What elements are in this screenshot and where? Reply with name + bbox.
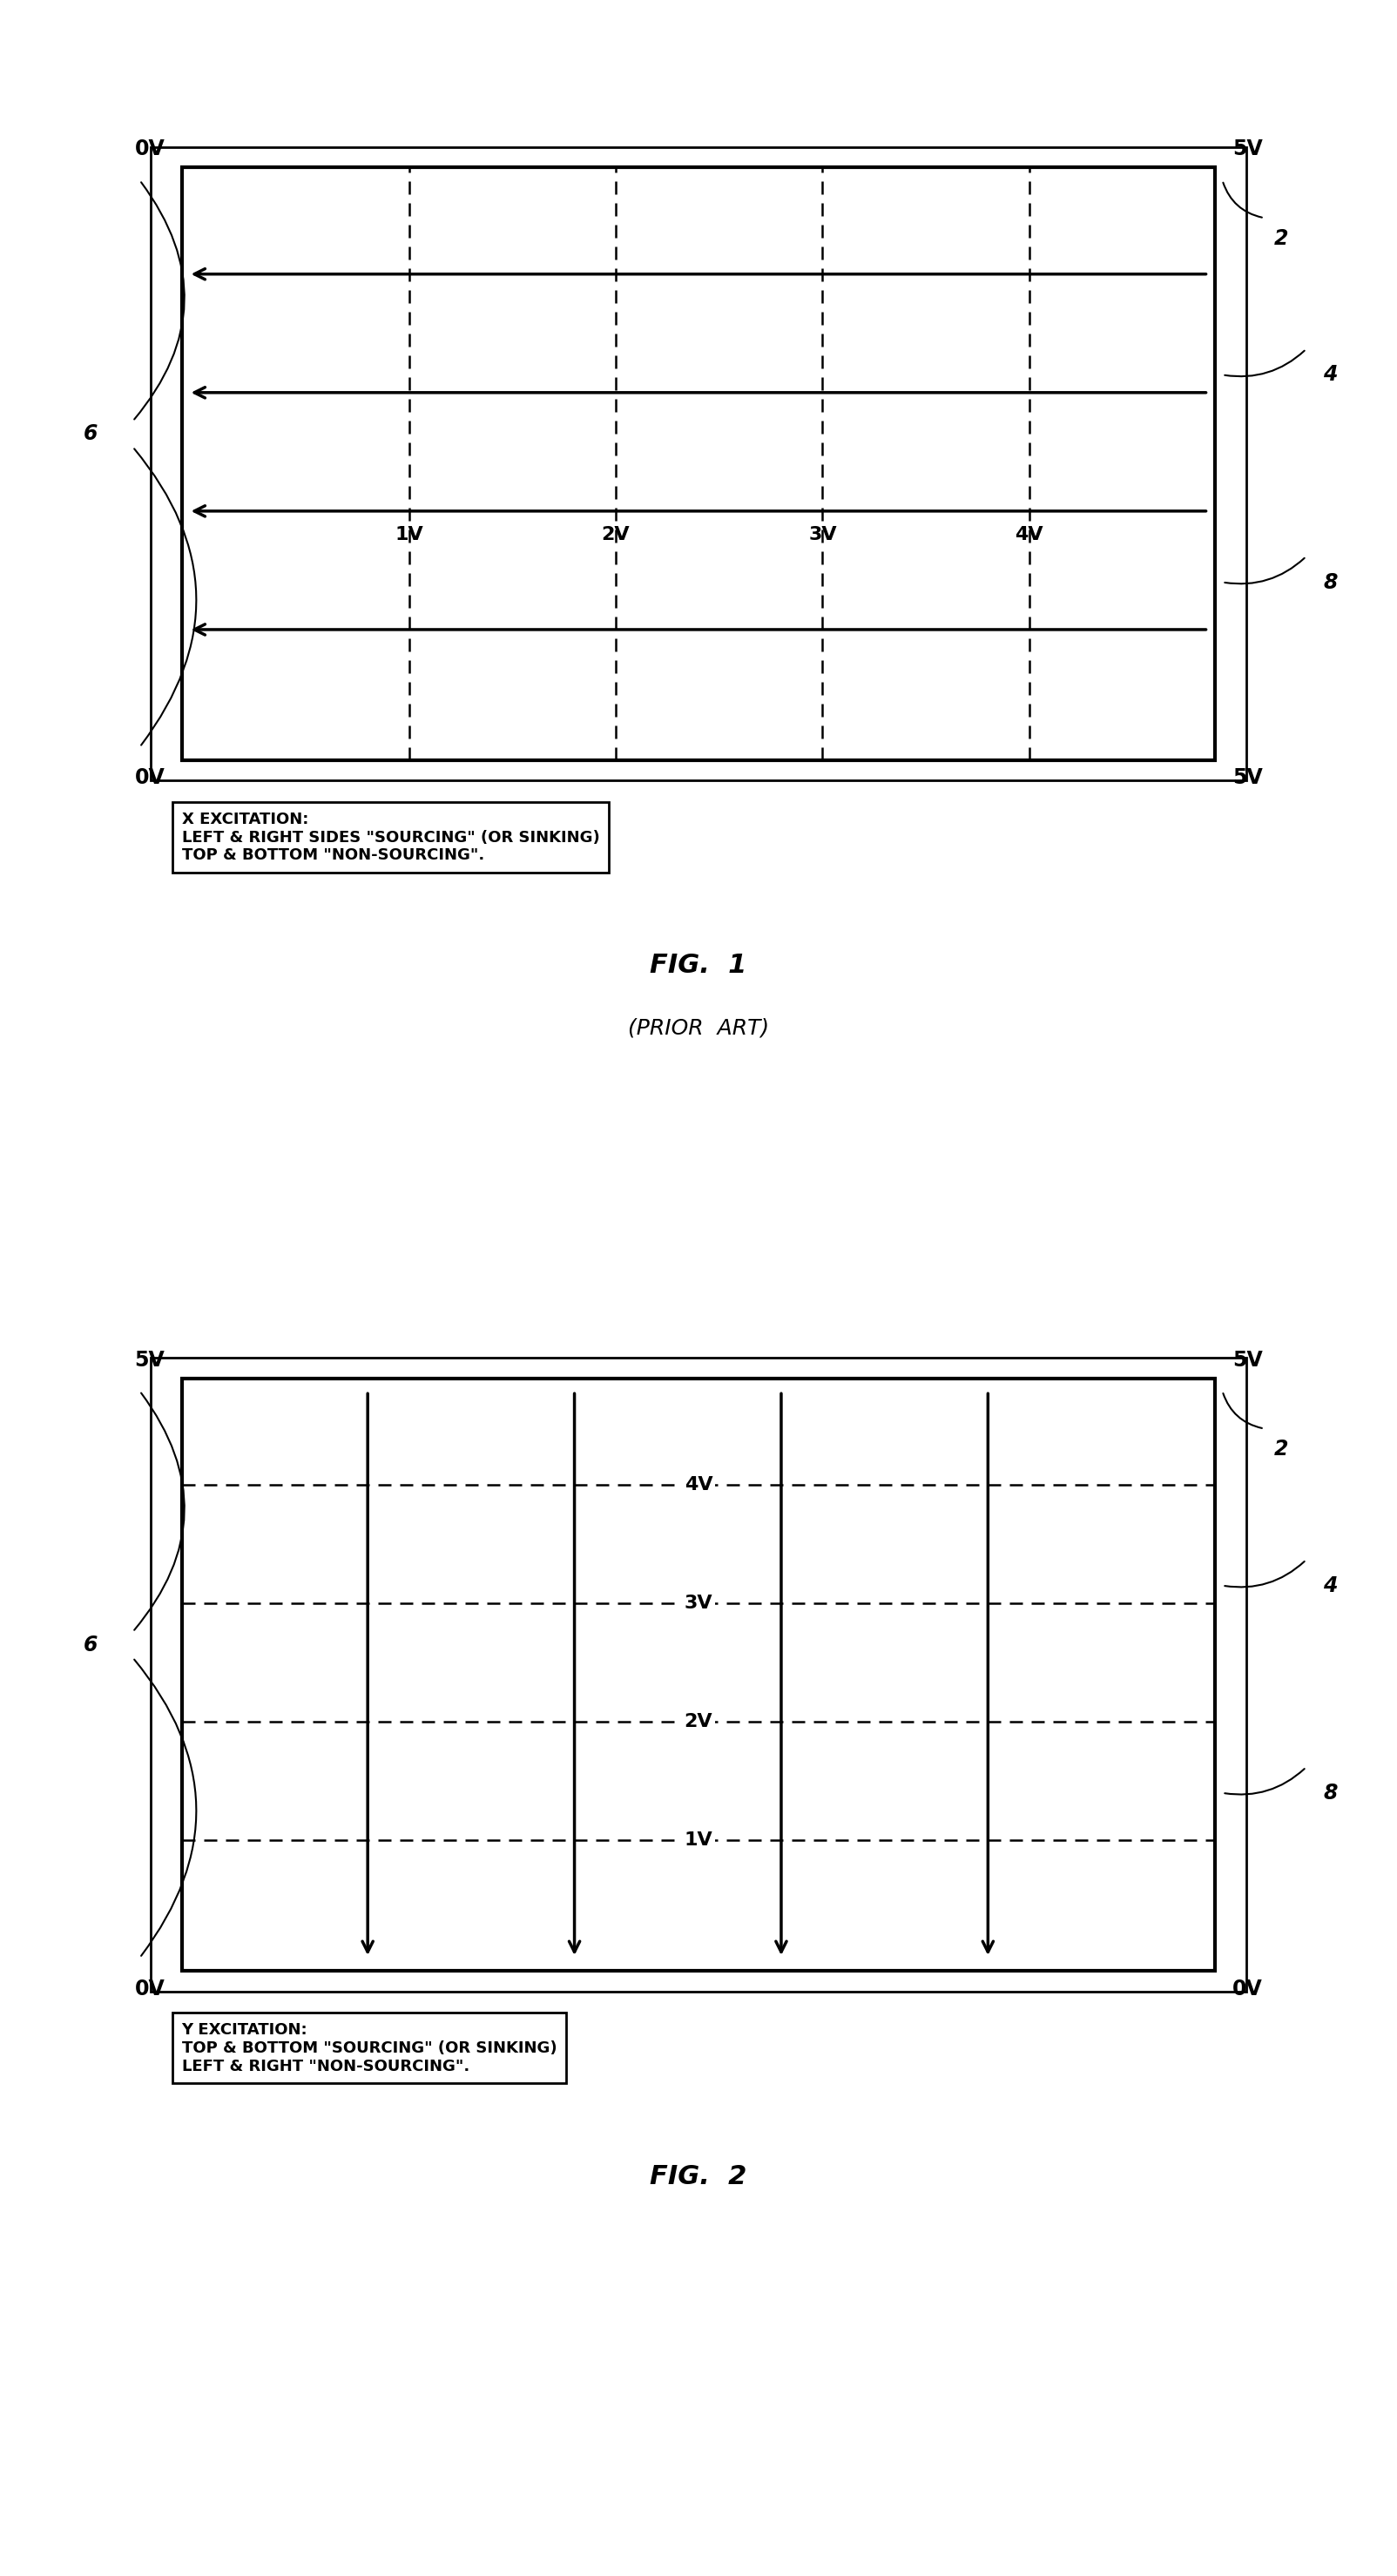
Text: Y EXCITATION:
TOP & BOTTOM "SOURCING" (OR SINKING)
LEFT & RIGHT "NON-SOURCING".: Y EXCITATION: TOP & BOTTOM "SOURCING" (O… xyxy=(182,2022,556,2074)
Text: 4: 4 xyxy=(1323,1574,1337,1597)
Text: 5V: 5V xyxy=(1232,139,1263,160)
Text: 2: 2 xyxy=(1274,1440,1288,1461)
Text: 8: 8 xyxy=(1323,572,1337,592)
Text: 3V: 3V xyxy=(685,1595,712,1613)
Bar xyxy=(151,1358,1246,1991)
Text: 2V: 2V xyxy=(685,1713,712,1731)
Text: 0V: 0V xyxy=(134,139,165,160)
Text: 3V: 3V xyxy=(809,526,837,544)
Text: FIG.  1: FIG. 1 xyxy=(650,953,747,979)
Text: 0V: 0V xyxy=(1232,1978,1263,1999)
Text: 1V: 1V xyxy=(395,526,423,544)
Text: 8: 8 xyxy=(1323,1783,1337,1803)
Text: X EXCITATION:
LEFT & RIGHT SIDES "SOURCING" (OR SINKING)
TOP & BOTTOM "NON-SOURC: X EXCITATION: LEFT & RIGHT SIDES "SOURCI… xyxy=(182,811,599,863)
Text: 0V: 0V xyxy=(134,768,165,788)
Text: 2: 2 xyxy=(1274,229,1288,250)
Text: 6: 6 xyxy=(84,1633,98,1656)
Text: 4V: 4V xyxy=(1016,526,1044,544)
Text: 2V: 2V xyxy=(602,526,630,544)
Text: 4V: 4V xyxy=(685,1476,712,1494)
Bar xyxy=(182,1378,1215,1971)
Text: FIG.  2: FIG. 2 xyxy=(650,2164,747,2190)
Text: 4: 4 xyxy=(1323,363,1337,386)
Bar xyxy=(151,147,1246,781)
Text: (PRIOR  ART): (PRIOR ART) xyxy=(627,1018,770,1038)
Text: 0V: 0V xyxy=(134,1978,165,1999)
Text: 6: 6 xyxy=(84,422,98,446)
Text: 5V: 5V xyxy=(1232,1350,1263,1370)
Text: 1V: 1V xyxy=(685,1832,712,1850)
Text: 5V: 5V xyxy=(1232,768,1263,788)
Bar xyxy=(182,167,1215,760)
Text: 5V: 5V xyxy=(134,1350,165,1370)
